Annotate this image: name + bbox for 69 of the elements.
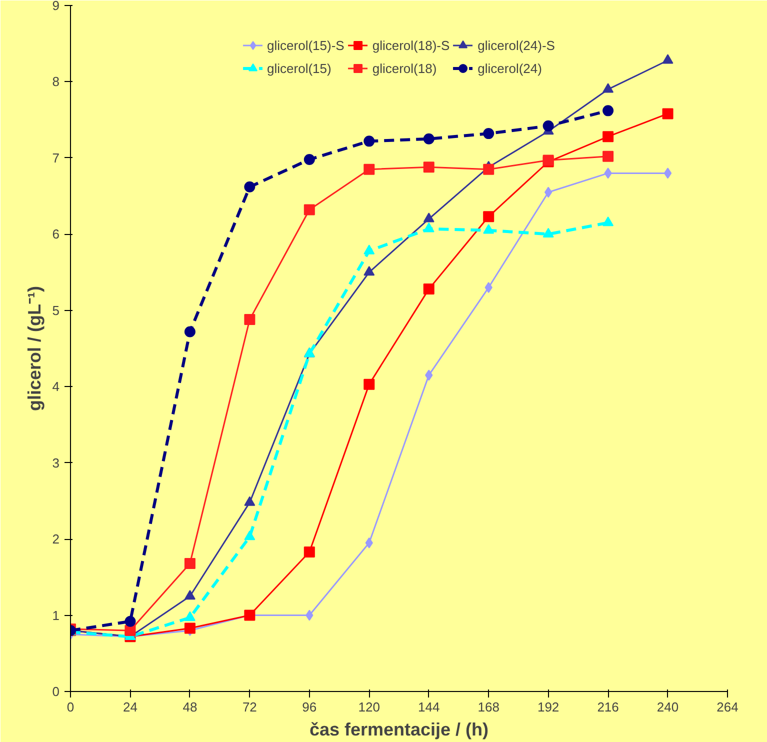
x-tick-label: 0: [66, 700, 74, 714]
legend-label: glicerol(24): [478, 60, 542, 76]
y-tick-label: 9: [52, 0, 60, 13]
x-tick-label: 24: [122, 700, 138, 714]
x-tick-label: 240: [656, 700, 679, 714]
point: [364, 244, 375, 254]
point: [483, 128, 494, 140]
point: [364, 136, 375, 147]
y-tick-label: 0: [52, 684, 60, 699]
y-tick-label: 7: [52, 150, 60, 166]
x-tick-label: 192: [537, 700, 560, 714]
x-tick-label: 72: [242, 700, 257, 714]
point: [483, 211, 494, 222]
point: [304, 154, 315, 165]
point: [662, 54, 674, 64]
point: [483, 224, 494, 234]
point: [124, 625, 136, 636]
x-tick-label: 264: [716, 700, 738, 714]
y-tick-label: 1: [52, 608, 60, 623]
point: [184, 611, 196, 621]
point: [364, 164, 375, 175]
point: [304, 204, 315, 216]
point: [184, 622, 196, 634]
point: [602, 131, 614, 142]
y-tick-label: 5: [52, 302, 60, 318]
x-tick-label: 216: [597, 700, 619, 714]
point: [184, 558, 196, 569]
legend-label: glicerol(15)-S: [267, 38, 344, 52]
point: [602, 105, 614, 116]
point: [244, 181, 256, 192]
legend-label: glicerol(18): [372, 60, 437, 76]
legend-label: glicerol(18)-S: [372, 38, 450, 52]
point: [423, 133, 434, 144]
point: [244, 496, 256, 506]
x-tick-label: 144: [418, 700, 440, 714]
x-tick-label: 96: [302, 700, 317, 714]
y-tick-label: 8: [52, 74, 60, 90]
point: [184, 590, 196, 600]
point: [483, 164, 494, 175]
point: [602, 216, 614, 226]
legend-label: glicerol(24)-S: [478, 38, 555, 52]
x-tick-label: 120: [358, 700, 380, 714]
y-axis-title: glicerol / (gL⁻¹): [24, 286, 44, 411]
point: [423, 212, 434, 222]
y-tick-label: 6: [52, 226, 60, 242]
point: [664, 168, 672, 179]
point: [542, 228, 554, 238]
y-tick-label: 3: [52, 455, 60, 470]
point: [244, 314, 256, 326]
point: [542, 120, 554, 132]
point: [304, 546, 315, 558]
x-axis-title: čas fermentacije / (h): [309, 720, 489, 740]
point: [364, 378, 375, 390]
y-tick-label: 2: [52, 532, 60, 547]
point: [364, 266, 375, 276]
point: [423, 222, 434, 232]
point: [423, 162, 434, 173]
point: [544, 186, 552, 198]
y-tick-label: 4: [52, 379, 60, 394]
x-tick-label: 168: [478, 700, 500, 714]
x-tick-label: 48: [182, 700, 198, 714]
point: [184, 326, 196, 338]
point: [124, 616, 136, 627]
point: [423, 284, 434, 295]
legend-label: glicerol(15): [267, 60, 332, 76]
point: [662, 108, 674, 120]
point: [602, 83, 614, 93]
point: [602, 150, 614, 162]
point: [244, 530, 256, 540]
